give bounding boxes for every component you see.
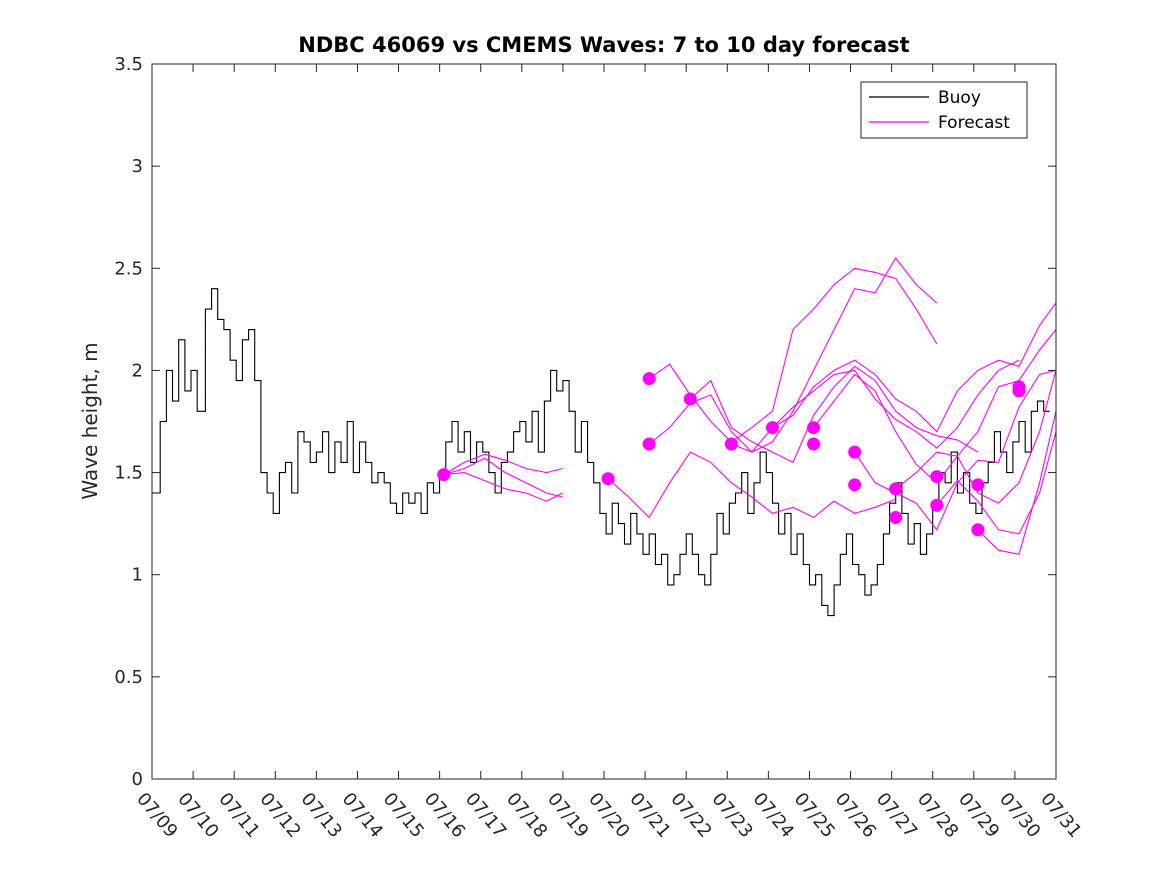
forecast-start-point [765, 421, 779, 435]
forecast-line [895, 370, 1056, 504]
forecast-line [443, 457, 564, 498]
forecast-start-point [807, 421, 821, 435]
forecast-line [854, 369, 1056, 531]
legend-label-forecast: Forecast [938, 113, 1010, 133]
forecast-start-point [848, 478, 862, 492]
forecast-line [443, 472, 564, 502]
y-tick-label: 2 [132, 360, 143, 381]
y-tick-label: 0.5 [114, 667, 143, 688]
y-tick-label: 2.5 [114, 258, 143, 279]
forecast-line [689, 365, 979, 464]
y-tick-label: 3 [132, 156, 143, 177]
y-tick-label: 0 [132, 769, 143, 790]
forecast-line [648, 257, 938, 453]
points-layer [437, 372, 1026, 537]
y-tick-label: 1.5 [114, 463, 143, 484]
y-axis: 0 0.5 1 1.5 2 2.5 3 3.5 [114, 54, 1056, 790]
forecast-line [977, 411, 1056, 555]
forecast-line [607, 451, 896, 519]
forecast-line [443, 453, 564, 476]
forecast-start-point [848, 445, 862, 459]
forecast-start-point [724, 437, 738, 451]
y-axis-label: Wave height, m [78, 342, 102, 499]
y-tick-label: 3.5 [114, 54, 143, 75]
y-tick-label: 1 [132, 565, 143, 586]
forecast-line [936, 431, 1056, 535]
forecast-line [772, 302, 1056, 433]
forecast-start-point [1012, 384, 1026, 398]
forecast-start-point [683, 392, 697, 406]
forecast-line [648, 267, 938, 443]
forecast-start-point [930, 470, 944, 484]
chart-title: NDBC 46069 vs CMEMS Waves: 7 to 10 day f… [298, 33, 909, 57]
buoy-line [152, 288, 1050, 617]
forecast-start-point [437, 468, 451, 482]
legend-box [860, 81, 1028, 139]
forecast-start-point [642, 437, 656, 451]
forecast-start-point [889, 511, 903, 525]
forecast-start-point [807, 437, 821, 451]
forecast-start-point [601, 472, 615, 486]
forecast-line [731, 359, 1020, 453]
legend: Buoy Forecast [860, 81, 1028, 139]
forecast-start-point [930, 498, 944, 512]
forecast-start-point [889, 482, 903, 496]
forecast-start-point [971, 478, 985, 492]
legend-label-buoy: Buoy [938, 88, 981, 108]
forecast-start-point [971, 523, 985, 537]
forecast-start-point [642, 372, 656, 386]
